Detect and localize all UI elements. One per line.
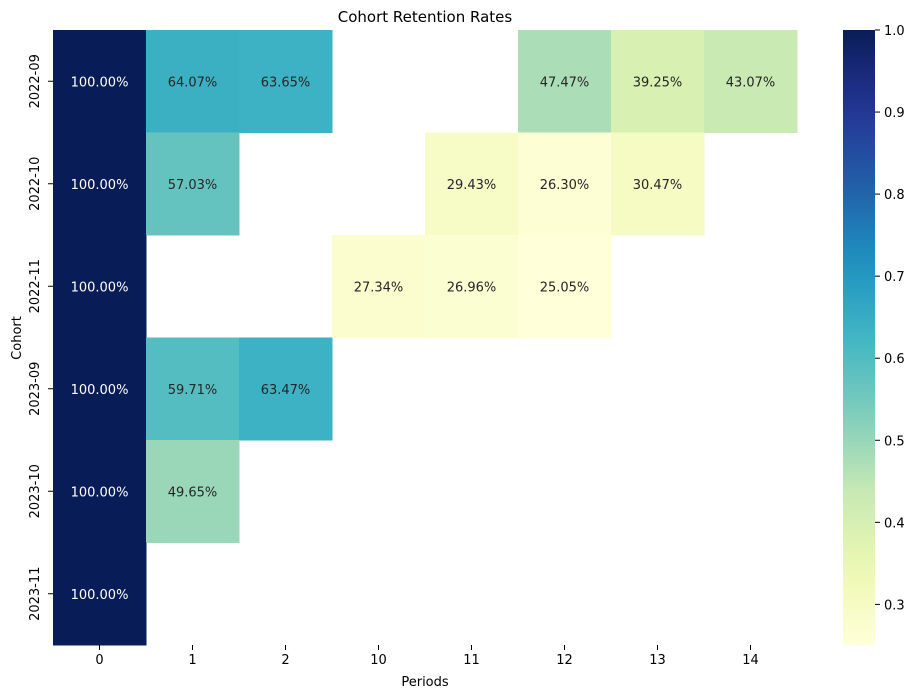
heatmap-cell: [146, 30, 240, 133]
heatmap-cell: [425, 132, 519, 236]
heatmap-cell: [146, 337, 240, 441]
heatmap-cell: [53, 337, 147, 441]
x-axis-ticks: 0 1 2 10 11 12 13 14: [95, 645, 759, 668]
heatmap-cell: [53, 542, 147, 646]
heatmap-cell: [332, 235, 426, 338]
heatmap-cell: [53, 440, 147, 543]
cell-label: 26.30%: [540, 178, 590, 193]
cell-label: 39.25%: [633, 75, 683, 90]
y-tick-label: 2023-11: [28, 567, 43, 621]
y-tick-label: 2022-09: [28, 54, 43, 108]
cell-label: 57.03%: [168, 178, 218, 193]
heatmap-cell: [146, 132, 240, 236]
colorbar-tick-label: 0.4: [884, 516, 905, 531]
colorbar-tick-label: 0.8: [884, 188, 905, 203]
colorbar-tick-label: 0.6: [884, 352, 905, 367]
colorbar-tick-label: 0.3: [884, 598, 905, 613]
cell-label: 30.47%: [633, 178, 683, 193]
y-tick-label: 2022-10: [28, 157, 43, 211]
cell-label: 100.00%: [71, 178, 129, 193]
colorbar-tick-label: 0.9: [884, 106, 905, 121]
y-axis-label: Cohort: [10, 316, 25, 360]
colorbar-tick-label: 1.0: [884, 24, 905, 39]
chart-title: Cohort Retention Rates: [338, 8, 513, 26]
cell-label: 47.47%: [540, 75, 590, 90]
heatmap-cell: [146, 440, 240, 543]
colorbar-ticks: 0.3 0.4 0.5 0.6 0.7 0.8 0.9 1.0: [875, 24, 905, 613]
colorbar-tick-label: 0.7: [884, 270, 905, 285]
cell-label: 27.34%: [354, 280, 404, 295]
x-tick-label: 0: [95, 653, 103, 668]
x-tick-label: 2: [281, 653, 289, 668]
heatmap-cell: [425, 235, 519, 338]
y-tick-label: 2023-10: [28, 464, 43, 518]
x-axis-label: Periods: [401, 675, 449, 690]
x-tick-label: 12: [556, 653, 573, 668]
cell-label: 43.07%: [726, 75, 776, 90]
x-tick-label: 11: [463, 653, 480, 668]
cell-label: 63.47%: [261, 383, 311, 398]
cell-label: 100.00%: [71, 383, 129, 398]
cell-label: 100.00%: [71, 280, 129, 295]
y-axis-ticks: 2022-09 2022-10 2022-11 2023-09 2023-10 2023-…: [28, 54, 53, 621]
heatmap-cell: [53, 30, 147, 133]
cell-label: 63.65%: [261, 75, 311, 90]
x-tick-label: 1: [188, 653, 196, 668]
cell-label: 100.00%: [71, 485, 129, 500]
heatmap-cells: 100.00% 64.07% 63.65% 47.47% 39.25% 43.07% 100…: [53, 30, 798, 646]
cell-label: 29.43%: [447, 178, 497, 193]
y-tick-label: 2022-11: [28, 259, 43, 313]
heatmap-cell: [239, 30, 333, 133]
x-tick-label: 14: [742, 653, 759, 668]
x-tick-label: 10: [370, 653, 387, 668]
x-tick-label: 13: [649, 653, 666, 668]
heatmap-cell: [518, 235, 612, 338]
heatmap-cell: [518, 30, 612, 133]
heatmap-cell: [518, 132, 612, 236]
cell-label: 100.00%: [71, 75, 129, 90]
heatmap-cell: [704, 30, 798, 133]
colorbar-tick-label: 0.5: [884, 434, 905, 449]
cell-label: 59.71%: [168, 383, 218, 398]
cell-label: 64.07%: [168, 75, 218, 90]
heatmap-cell: [239, 337, 333, 441]
cell-label: 100.00%: [71, 588, 129, 603]
colorbar: [843, 30, 875, 645]
heatmap-cell: [53, 132, 147, 236]
cell-label: 25.05%: [540, 280, 590, 295]
cell-label: 49.65%: [168, 485, 218, 500]
heatmap-cell: [53, 235, 147, 338]
heatmap-cell: [611, 30, 705, 133]
y-tick-label: 2023-09: [28, 362, 43, 416]
cell-label: 26.96%: [447, 280, 497, 295]
heatmap-cell: [611, 132, 705, 236]
